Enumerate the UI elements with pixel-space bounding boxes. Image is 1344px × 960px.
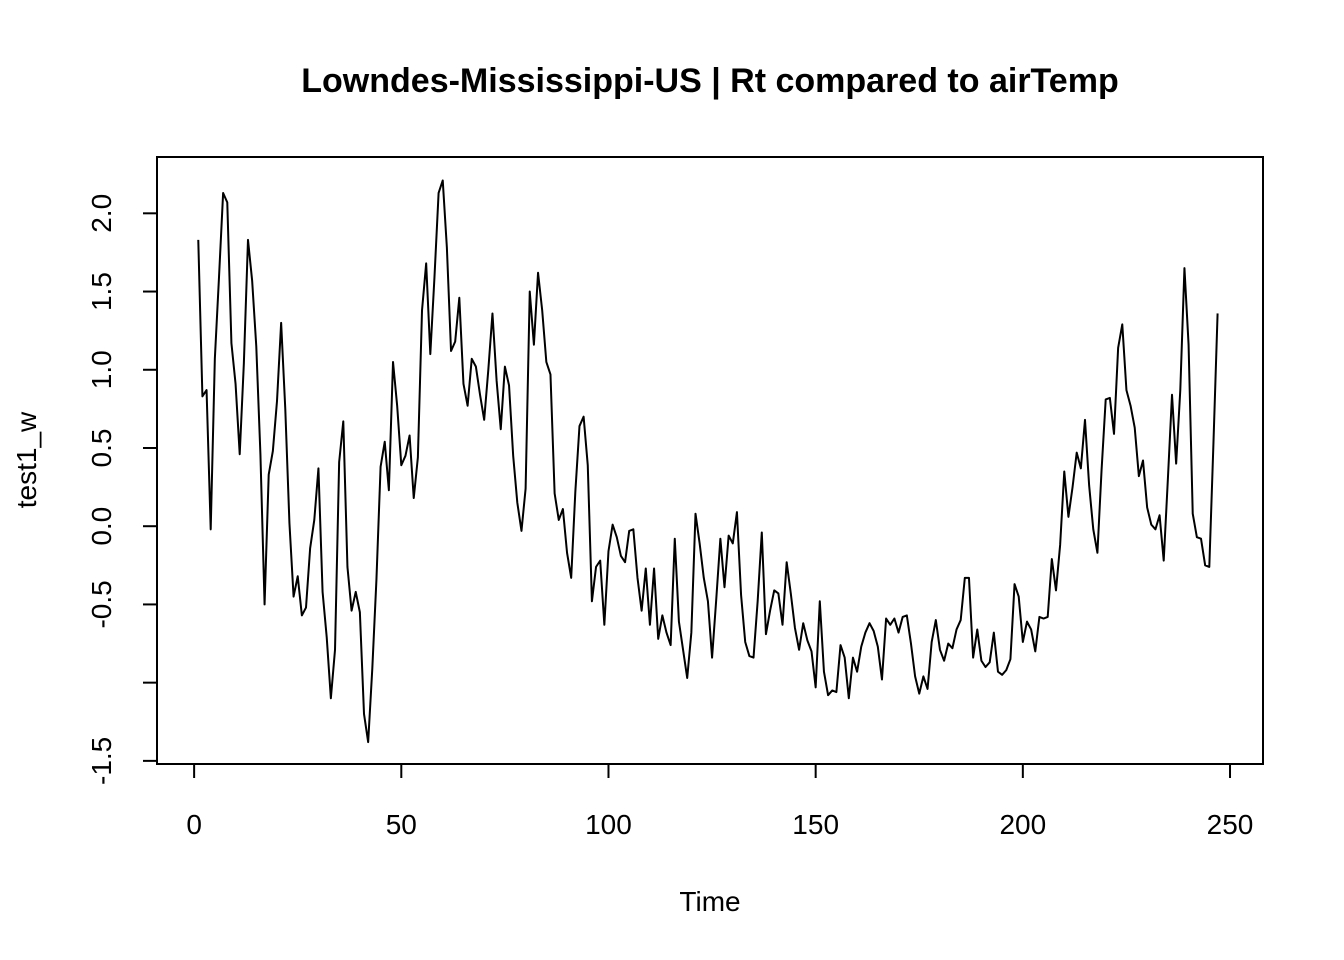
series-line (197, 179, 1219, 744)
x-axis: 0 50 100 150 200 250 (186, 763, 1254, 840)
y-tick-label: 0.5 (86, 429, 117, 468)
plot-frame (156, 156, 1264, 765)
x-tick-label: 200 (999, 809, 1046, 840)
y-tick-label: -1.5 (86, 737, 117, 785)
series-layer (197, 179, 1219, 744)
y-tick-label: -0.5 (86, 580, 117, 628)
x-axis-label: Time (679, 886, 740, 917)
y-tick-label: 1.5 (86, 272, 117, 311)
y-axis: -1.5 -0.5 0.0 0.5 1.0 1.5 2.0 (86, 194, 158, 785)
x-tick-label: 100 (585, 809, 632, 840)
chart-title: Lowndes-Mississippi-US | Rt compared to … (301, 62, 1118, 100)
y-tick-label: 1.0 (86, 350, 117, 389)
y-tick-label: 2.0 (86, 194, 117, 233)
y-tick-label: 0.0 (86, 507, 117, 546)
x-tick-label: 250 (1207, 809, 1254, 840)
x-tick-label: 0 (186, 809, 202, 840)
x-tick-label: 50 (386, 809, 417, 840)
x-tick-label: 150 (792, 809, 839, 840)
y-axis-label: test1_w (11, 411, 42, 508)
